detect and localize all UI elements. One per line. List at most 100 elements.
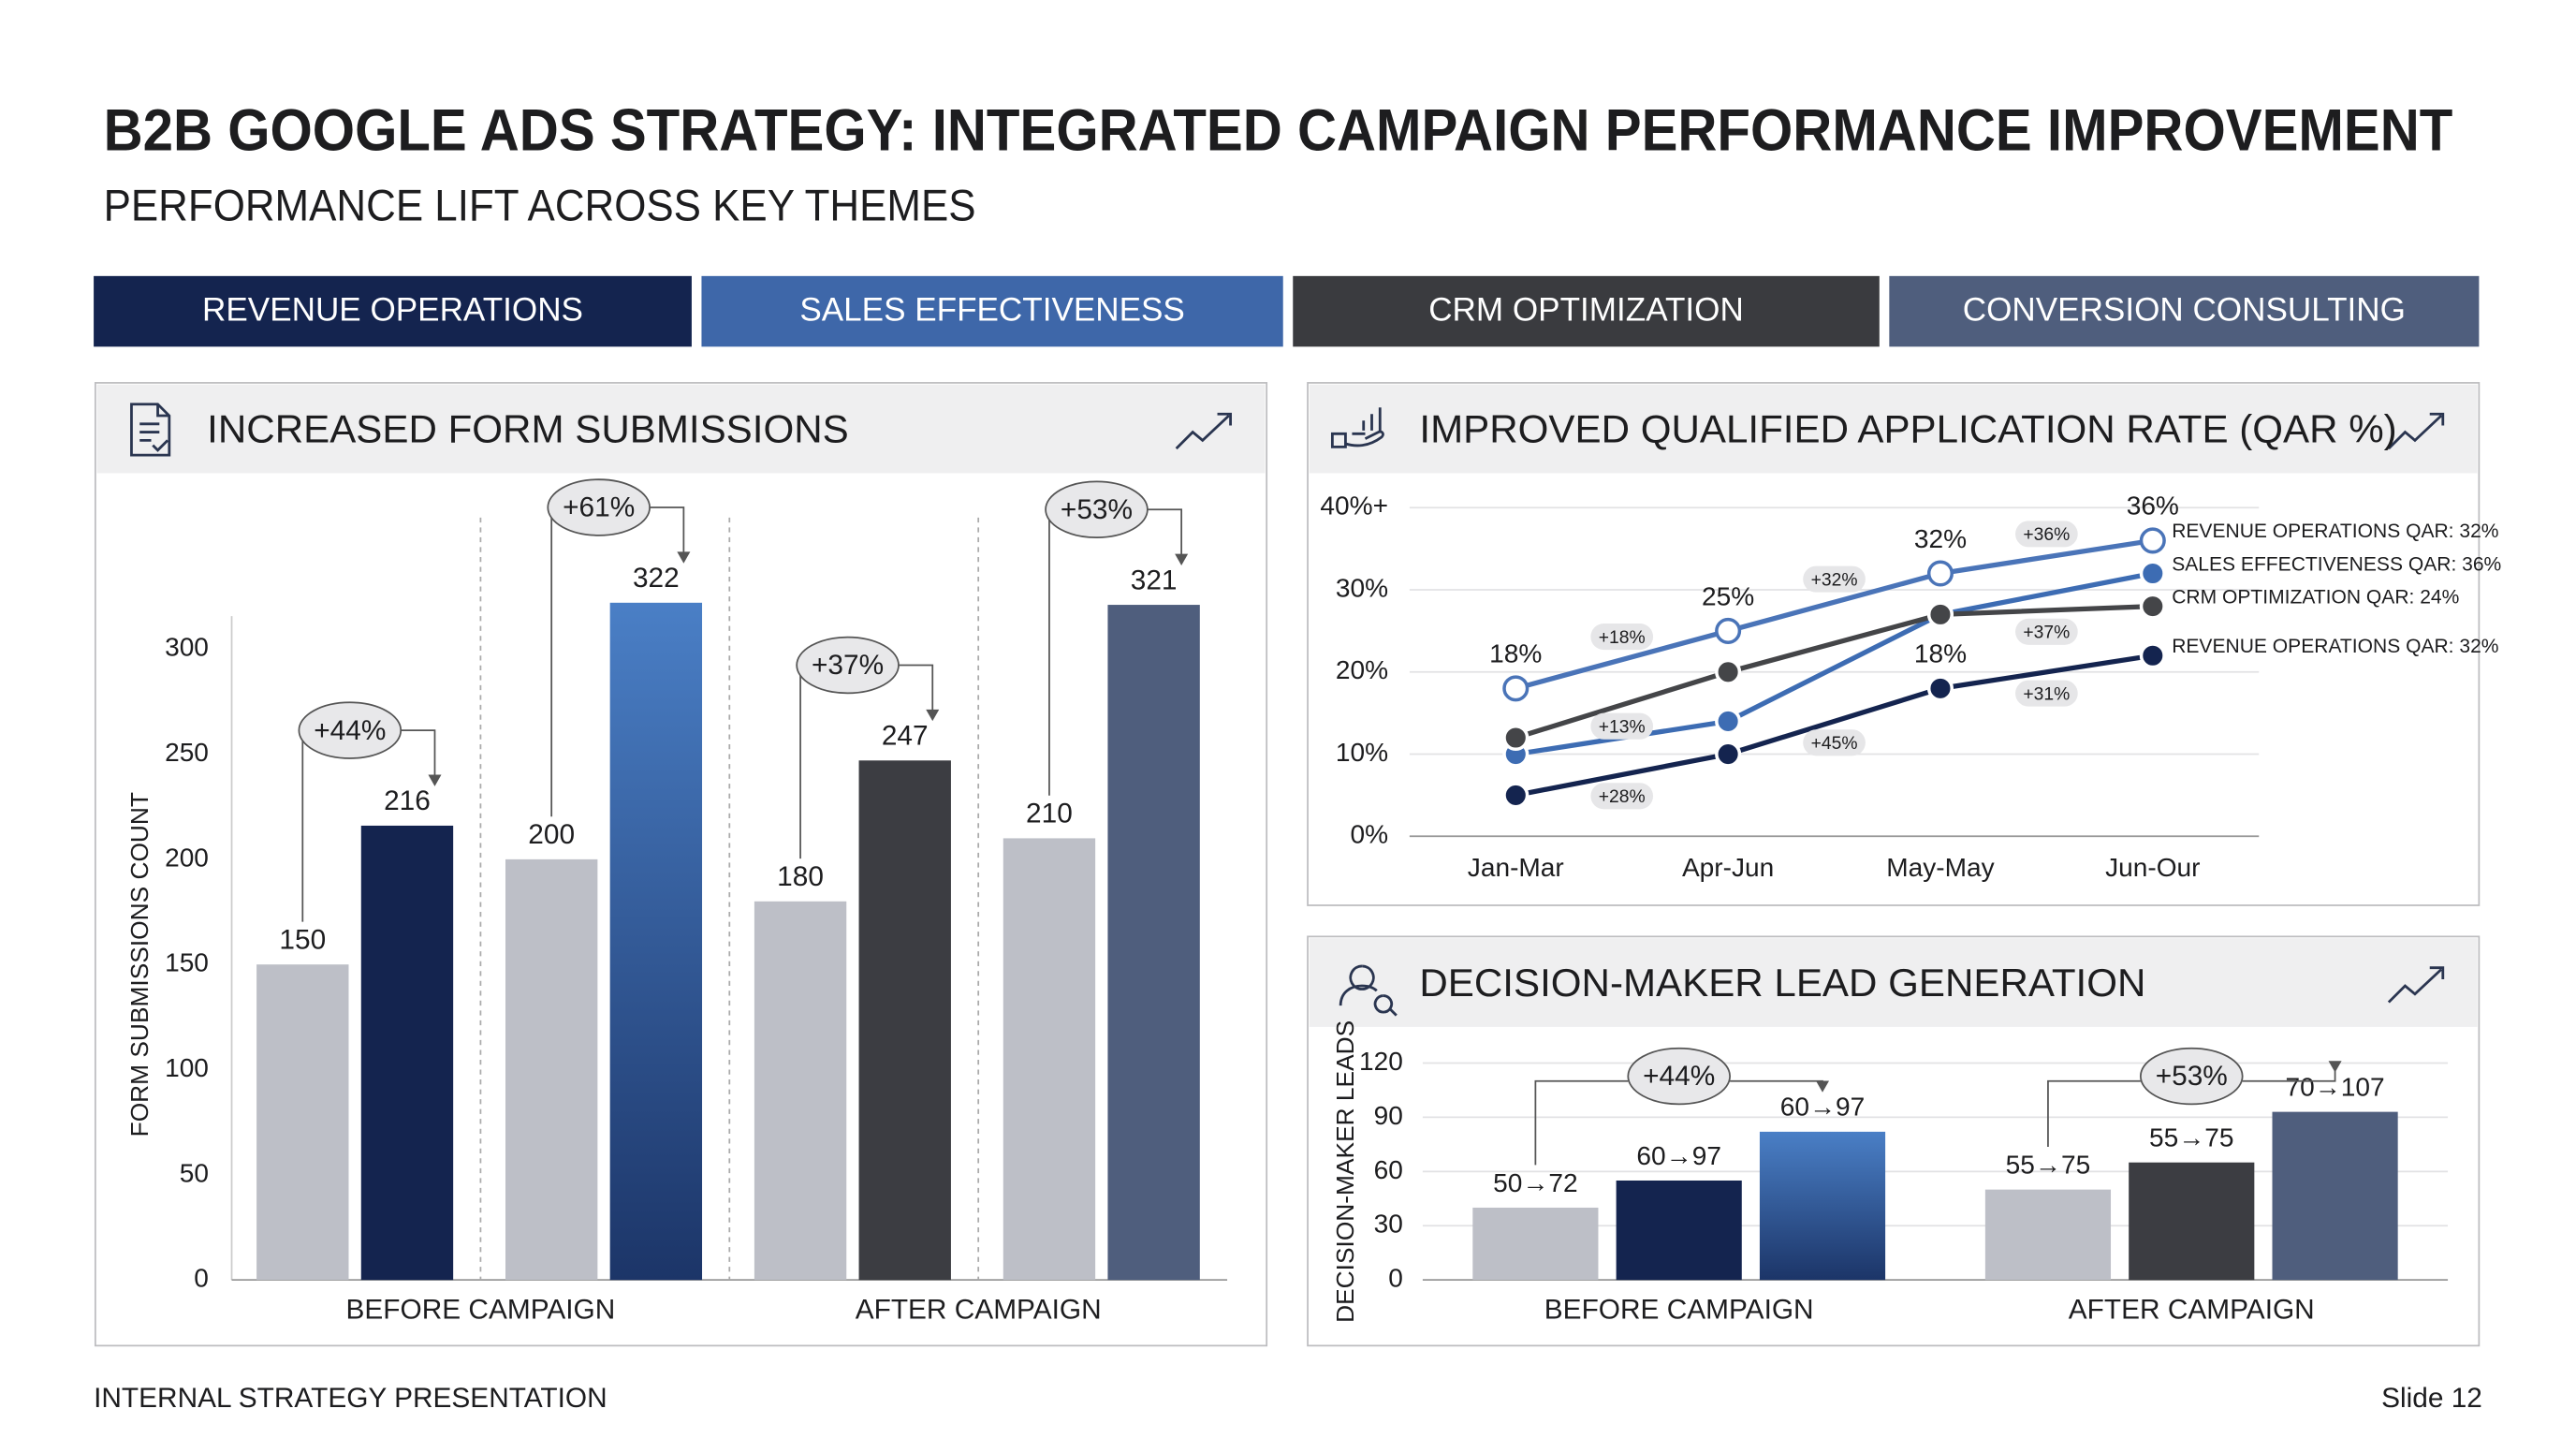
change-label: +18% bbox=[1599, 628, 1646, 648]
bar-note: 50→72 bbox=[1493, 1168, 1578, 1197]
connector bbox=[2242, 1068, 2336, 1082]
bar-value-label: 321 bbox=[1131, 565, 1178, 595]
legend-label: CRM OPTIMIZATION QAR: 24% bbox=[2172, 586, 2459, 608]
tab bbox=[1293, 275, 1880, 347]
y-tick-label: 120 bbox=[1359, 1047, 1403, 1076]
y-tick-label: 150 bbox=[165, 948, 209, 977]
tab bbox=[1889, 275, 2480, 347]
tab-label: REVENUE OPERATIONS bbox=[202, 292, 583, 329]
point-label: 32% bbox=[1914, 524, 1967, 553]
bar bbox=[1003, 838, 1096, 1281]
point-label: 18% bbox=[1489, 639, 1542, 668]
change-label: +61% bbox=[563, 492, 635, 523]
bar bbox=[2129, 1162, 2255, 1281]
y-tick-label: 250 bbox=[165, 738, 209, 767]
line bbox=[1515, 603, 2153, 741]
panel-header bbox=[1309, 938, 2478, 1027]
tab bbox=[701, 275, 1283, 347]
change-bubble bbox=[1627, 1047, 1731, 1106]
marker bbox=[2139, 560, 2166, 587]
footer-right: Slide 12 bbox=[2381, 1383, 2482, 1414]
bar-value-label: 210 bbox=[1026, 799, 1073, 829]
y-tick-label: 50 bbox=[180, 1158, 209, 1187]
connector bbox=[650, 506, 685, 561]
change-pill bbox=[2015, 618, 2078, 645]
connector bbox=[898, 664, 934, 718]
change-label: +44% bbox=[1643, 1061, 1715, 1092]
line bbox=[1515, 537, 2154, 691]
form-icon bbox=[130, 403, 171, 457]
y-tick-label: 0 bbox=[1388, 1264, 1403, 1293]
change-pill bbox=[1803, 565, 1866, 593]
y-tick-label: 100 bbox=[165, 1053, 209, 1082]
growth-icon bbox=[1330, 407, 1384, 448]
footer-left: INTERNAL STRATEGY PRESENTATION bbox=[94, 1383, 607, 1414]
change-label: +37% bbox=[2023, 624, 2070, 643]
x-group-label: AFTER CAMPAIGN bbox=[2069, 1294, 2315, 1325]
change-bubble bbox=[547, 478, 651, 536]
tab-label: CRM OPTIMIZATION bbox=[1428, 292, 1744, 329]
bar bbox=[1984, 1189, 2112, 1281]
x-tick-label: Apr-Jun bbox=[1682, 853, 1774, 882]
legend-label: REVENUE OPERATIONS QAR: 32% bbox=[2172, 521, 2498, 542]
tab-label: SALES EFFECTIVENESS bbox=[799, 292, 1185, 329]
trend-icon bbox=[2387, 412, 2445, 450]
legend-label: REVENUE OPERATIONS QAR: 32% bbox=[2172, 636, 2498, 657]
panel-title: IMPROVED QUALIFIED APPLICATION RATE (QAR… bbox=[1419, 407, 2396, 451]
change-bubble bbox=[298, 701, 402, 759]
arrow-head bbox=[428, 774, 442, 786]
x-tick-label: Jun-Our bbox=[2105, 853, 2200, 882]
line bbox=[1515, 653, 2154, 799]
marker bbox=[1715, 617, 1742, 644]
x-group-label: BEFORE CAMPAIGN bbox=[1544, 1294, 1814, 1325]
slide-title: B2B GOOGLE ADS STRATEGY: INTEGRATED CAMP… bbox=[104, 98, 2453, 164]
change-pill bbox=[1803, 729, 1866, 756]
x-tick-label: Jan-Mar bbox=[1468, 853, 1564, 882]
arrow-head bbox=[2328, 1061, 2342, 1073]
point-label: 36% bbox=[2127, 492, 2179, 521]
marker bbox=[2139, 527, 2166, 554]
icons bbox=[130, 403, 2445, 1017]
arrow-head bbox=[677, 551, 691, 564]
arrow-head bbox=[926, 709, 940, 722]
y-tick-label: 10% bbox=[1336, 738, 1388, 767]
bar bbox=[1616, 1180, 1742, 1281]
slide-subtitle: PERFORMANCE LIFT ACROSS KEY THEMES bbox=[104, 181, 976, 230]
bar-value-label: 180 bbox=[777, 861, 824, 892]
bar bbox=[1759, 1131, 1886, 1281]
change-label: +37% bbox=[812, 650, 884, 681]
marker bbox=[1502, 675, 1530, 702]
marker bbox=[1715, 741, 1742, 768]
arrow-head bbox=[1815, 1080, 1830, 1093]
point-label: 25% bbox=[1702, 581, 1754, 610]
bar-note: 60→97 bbox=[1636, 1141, 1721, 1170]
person-icon bbox=[1339, 964, 1398, 1017]
marker bbox=[1502, 782, 1530, 809]
marker bbox=[1715, 658, 1742, 685]
connector bbox=[401, 729, 436, 784]
change-label: +31% bbox=[2023, 684, 2070, 704]
change-pill bbox=[1590, 624, 1654, 651]
bar bbox=[256, 964, 349, 1281]
panel-title: DECISION-MAKER LEAD GENERATION bbox=[1419, 961, 2145, 1005]
change-label: +53% bbox=[2156, 1061, 2228, 1092]
y-tick-label: 0 bbox=[194, 1264, 209, 1293]
bar bbox=[609, 602, 703, 1281]
marker bbox=[1926, 560, 1954, 587]
change-pill bbox=[2015, 680, 2078, 707]
y-tick-label: 300 bbox=[165, 633, 209, 662]
y-tick-label: 40%+ bbox=[1320, 492, 1388, 521]
tab-label: CONVERSION CONSULTING bbox=[1963, 292, 2406, 329]
panel-header bbox=[96, 384, 1266, 474]
bar bbox=[1472, 1207, 1599, 1281]
y-tick-label: 60 bbox=[1374, 1155, 1403, 1184]
change-bubble bbox=[1045, 480, 1149, 538]
connector bbox=[2047, 1079, 2141, 1148]
bar bbox=[2272, 1111, 2398, 1281]
panel-header bbox=[1309, 384, 2478, 474]
bar-note: 60→97 bbox=[1780, 1093, 1866, 1122]
change-pill bbox=[1590, 712, 1654, 740]
change-label: +36% bbox=[2023, 525, 2070, 545]
